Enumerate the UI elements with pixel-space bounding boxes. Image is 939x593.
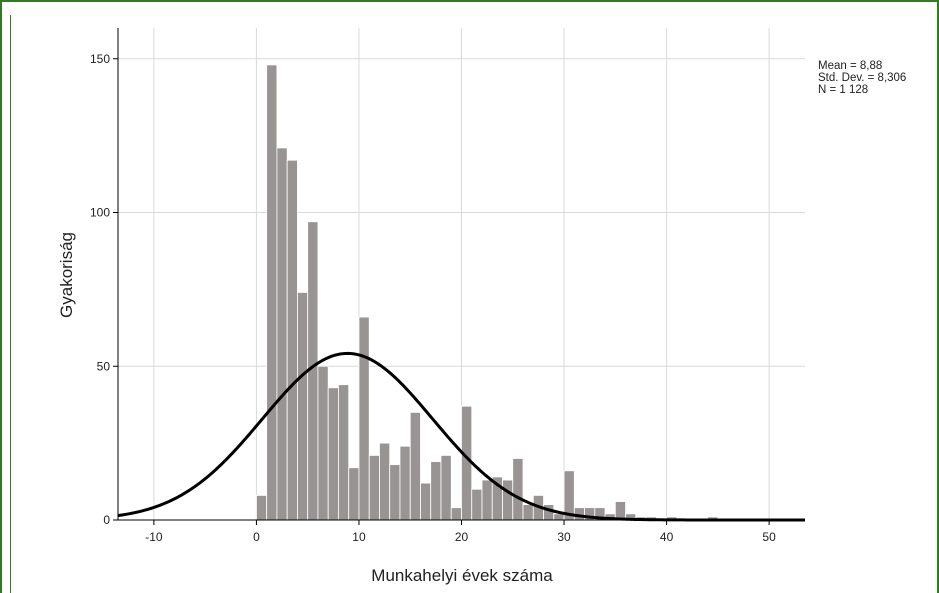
histogram-bar xyxy=(522,504,534,521)
y-tick-label: 100 xyxy=(90,206,110,220)
histogram-bar xyxy=(471,488,483,521)
histogram-bar xyxy=(368,455,380,521)
y-tick-label: 0 xyxy=(103,513,110,527)
histogram-bar xyxy=(573,507,585,521)
x-tick-label: 40 xyxy=(660,530,674,544)
frame-divider xyxy=(10,15,11,593)
x-tick-label: 20 xyxy=(455,530,469,544)
histogram-bar xyxy=(420,482,432,521)
histogram-bars xyxy=(256,64,719,521)
histogram-bar xyxy=(338,384,350,521)
axes xyxy=(113,28,805,525)
histogram-bar xyxy=(358,316,370,521)
x-tick-label: 50 xyxy=(762,530,776,544)
histogram-bar xyxy=(327,387,339,521)
histogram-bar xyxy=(399,445,411,521)
x-tick-label: 10 xyxy=(352,530,366,544)
x-tick-label: 30 xyxy=(557,530,571,544)
stat-n: N = 1 128 xyxy=(818,84,869,96)
x-tick-label: 0 xyxy=(253,530,260,544)
histogram-bar xyxy=(430,461,442,521)
histogram-bar xyxy=(481,479,493,521)
histogram-bar xyxy=(379,442,391,521)
stat-sd: Std. Dev. = 8,306 xyxy=(818,72,907,84)
stats-box: Mean = 8,88 Std. Dev. = 8,306 N = 1 128 xyxy=(818,60,906,96)
histogram-bar xyxy=(266,64,278,521)
histogram-bar xyxy=(297,292,309,521)
y-tick-label: 150 xyxy=(90,52,110,66)
histogram-bar xyxy=(286,159,298,521)
histogram-bar xyxy=(512,458,524,521)
histogram-bar xyxy=(348,467,360,521)
x-axis-label: Munkahelyi évek száma xyxy=(371,566,553,585)
histogram-bar xyxy=(502,479,514,521)
x-tick-labels: -10 0 10 20 30 40 50 xyxy=(145,530,776,544)
histogram-bar xyxy=(389,464,401,521)
histogram-bar xyxy=(543,504,555,521)
histogram-bar xyxy=(256,494,268,521)
x-tick-label: -10 xyxy=(145,530,163,544)
grid-lines xyxy=(118,28,805,521)
histogram-bar xyxy=(553,513,565,521)
histogram-bar xyxy=(276,147,288,521)
y-tick-label: 50 xyxy=(97,359,111,373)
histogram-bar xyxy=(440,455,452,521)
histogram-bar xyxy=(614,501,626,521)
histogram-bar xyxy=(317,365,329,521)
stat-mean: Mean = 8,88 xyxy=(818,60,883,72)
y-tick-labels: 0 50 100 150 xyxy=(90,52,110,527)
histogram-bar xyxy=(450,507,462,521)
histogram-bar xyxy=(409,411,421,521)
y-axis-label: Gyakoriság xyxy=(57,232,76,318)
